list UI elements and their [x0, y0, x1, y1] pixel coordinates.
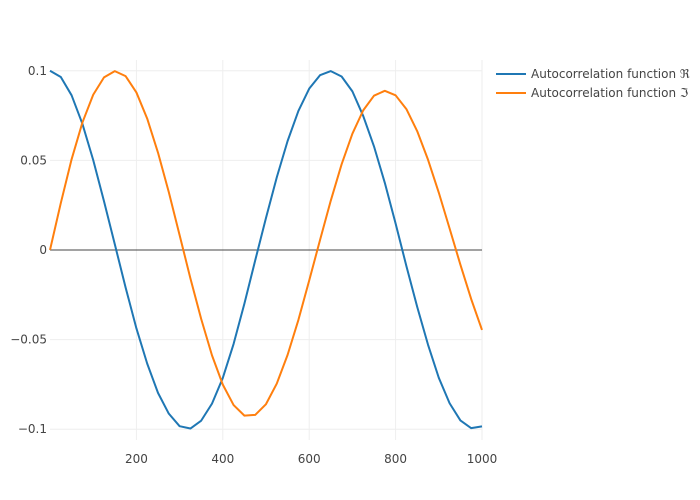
y-tick-label: 0.1 [28, 64, 47, 78]
legend-item-1[interactable]: Autocorrelation function ℜ [496, 67, 690, 81]
x-tick-label: 400 [211, 452, 234, 466]
series-line-2 [49, 70, 483, 417]
x-tick-label: 1000 [467, 452, 498, 466]
legend-label: Autocorrelation function ℑ [531, 86, 688, 100]
y-tick-label: 0.05 [20, 153, 47, 167]
x-tick-label: 200 [125, 452, 148, 466]
series-layer [49, 69, 483, 430]
y-tick-label: −0.1 [18, 422, 47, 436]
legend-label: Autocorrelation function ℜ [531, 67, 690, 81]
axes: 200 400 600 800 1000 0.1 0.05 0 −0.05 −0.1 [10, 64, 497, 466]
y-tick-label: 0 [39, 243, 47, 257]
x-tick-label: 600 [298, 452, 321, 466]
legend[interactable]: Autocorrelation function ℜ Autocorrelatio… [496, 67, 690, 100]
series-line-1 [49, 69, 483, 430]
grid [50, 60, 483, 440]
x-tick-label: 800 [384, 452, 407, 466]
legend-item-2[interactable]: Autocorrelation function ℑ [496, 86, 688, 100]
y-tick-label: −0.05 [10, 333, 47, 347]
